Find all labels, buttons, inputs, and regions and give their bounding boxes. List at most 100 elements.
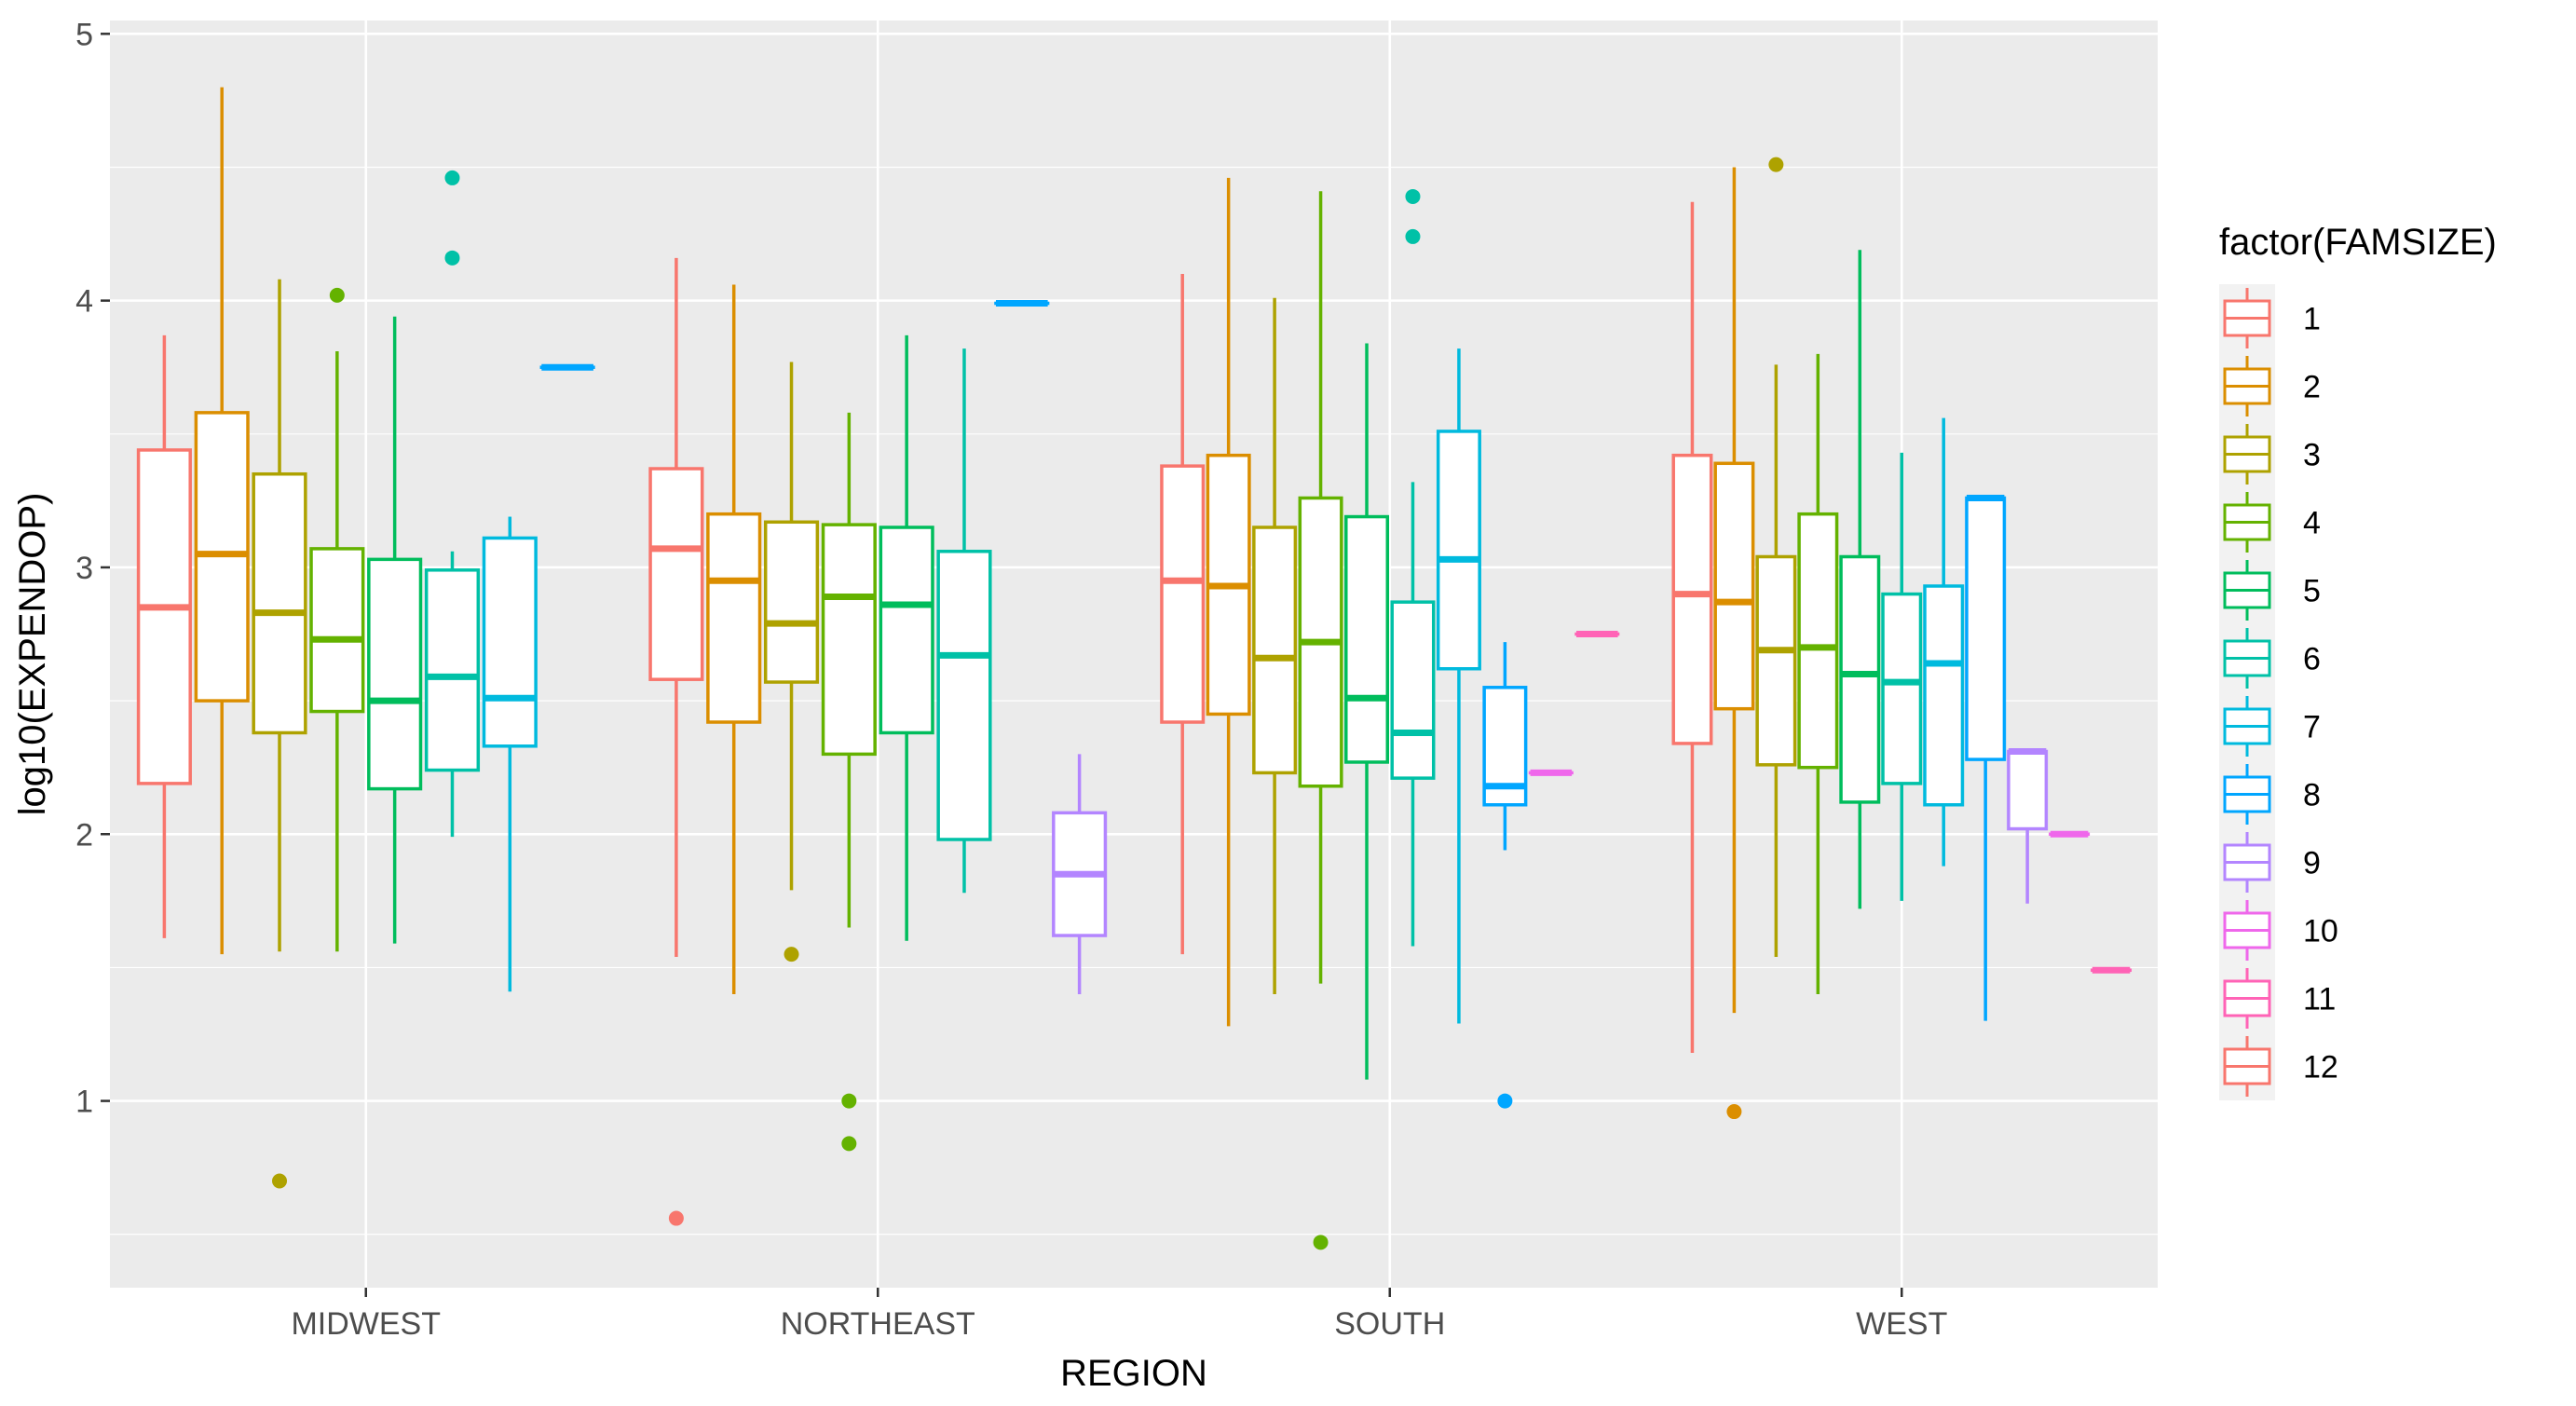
box-northeast-famsize-5 [879, 334, 934, 941]
legend-label: 10 [2303, 914, 2338, 949]
box-body [1755, 554, 1797, 767]
box-body [1252, 526, 1298, 775]
y-tick-label: 2 [75, 817, 93, 853]
legend-item-2: 2 [2219, 352, 2321, 420]
outlier-point [444, 170, 460, 185]
legend-item-3: 3 [2219, 420, 2321, 488]
legend-item-8: 8 [2219, 760, 2321, 828]
outlier-point [1405, 188, 1421, 204]
box-body [1160, 464, 1206, 724]
outlier-point [784, 947, 799, 962]
box-body [763, 520, 820, 684]
legend-label: 11 [2303, 982, 2336, 1017]
box-northeast-famsize-6 [936, 348, 992, 894]
box-body [879, 526, 934, 735]
box-northeast-famsize-4 [821, 412, 877, 1152]
box-body [706, 512, 762, 724]
box-body [1390, 600, 1436, 780]
box-midwest-famsize-4 [309, 287, 365, 952]
box-body [1713, 461, 1755, 711]
outlier-point [272, 1173, 288, 1189]
box-west-famsize-6 [1881, 452, 1923, 901]
box-midwest-famsize-7 [482, 516, 538, 992]
legend-label: 12 [2303, 1050, 2338, 1085]
x-tick-label: SOUTH [1334, 1306, 1445, 1342]
box-south-famsize-7 [1436, 348, 1481, 1024]
legend-label: 9 [2303, 846, 2321, 881]
box-body [309, 547, 365, 714]
outlier-point [1405, 228, 1421, 244]
x-tick-label: MIDWEST [291, 1306, 441, 1342]
box-body [482, 536, 538, 748]
outlier-point [1768, 157, 1784, 172]
outlier-point [668, 1210, 684, 1226]
legend-item-5: 5 [2219, 556, 2321, 624]
box-body [136, 448, 192, 785]
box-body [424, 568, 481, 772]
legend-item-9: 9 [2219, 828, 2321, 896]
legend-item-11: 11 [2219, 964, 2336, 1032]
box-west-famsize-4 [1797, 353, 1839, 995]
legend-item-1: 1 [2219, 284, 2321, 352]
y-tick-label: 1 [75, 1085, 93, 1120]
box-body [1797, 512, 1839, 770]
box-northeast-famsize-3 [763, 362, 820, 962]
x-axis-title: REGION [1060, 1353, 1207, 1394]
box-body [648, 467, 704, 681]
box-west-famsize-5 [1839, 250, 1881, 909]
legend-item-4: 4 [2219, 488, 2321, 556]
outlier-point [1726, 1104, 1742, 1120]
box-west-famsize-3 [1755, 157, 1797, 957]
box-south-famsize-6 [1390, 188, 1436, 947]
legend-item-7: 7 [2219, 692, 2321, 760]
outlier-point [841, 1136, 857, 1152]
axes: 1 2 3 4 5 MIDWEST NORTHEAST SOUTH WEST [75, 17, 1947, 1342]
legend-label: 6 [2303, 642, 2321, 677]
box-northeast-famsize-2 [706, 284, 762, 995]
box-body [367, 557, 423, 791]
box-south-famsize-8 [1482, 642, 1528, 1109]
legend-label: 4 [2303, 506, 2321, 541]
outlier-point [1313, 1235, 1329, 1250]
box-midwest-famsize-3 [252, 279, 307, 1189]
legend-item-12: 12 [2219, 1032, 2338, 1100]
box-body [1965, 496, 2007, 761]
box-west-famsize-2 [1713, 167, 1755, 1120]
box-midwest-famsize-2 [194, 87, 250, 955]
outlier-point [444, 250, 460, 266]
legend-item-10: 10 [2219, 896, 2338, 964]
outlier-point [841, 1093, 857, 1109]
box-northeast-famsize-1 [648, 257, 704, 1226]
box-northeast-famsize-9 [1052, 754, 1108, 995]
legend-label: 7 [2303, 710, 2321, 745]
box-body [1344, 514, 1390, 764]
box-midwest-famsize-5 [367, 316, 423, 944]
box-body [936, 550, 992, 841]
box-south-famsize-2 [1206, 177, 1251, 1027]
y-tick-label: 5 [75, 17, 93, 52]
box-midwest-famsize-6 [424, 170, 481, 838]
boxes [136, 87, 2133, 1250]
box-south-famsize-5 [1344, 343, 1390, 1080]
outlier-point [329, 287, 345, 303]
x-tick-label: WEST [1856, 1306, 1947, 1342]
legend-label: 2 [2303, 370, 2321, 405]
box-body [1671, 453, 1713, 745]
y-tick-label: 3 [75, 551, 93, 586]
outlier-point [1497, 1093, 1513, 1109]
y-tick-label: 4 [75, 284, 93, 320]
legend-label: 8 [2303, 778, 2321, 813]
box-west-famsize-1 [1671, 201, 1713, 1054]
box-south-famsize-1 [1160, 274, 1206, 955]
box-west-famsize-8 [1965, 495, 2007, 1021]
box-south-famsize-3 [1252, 297, 1298, 995]
box-body [1923, 584, 1965, 807]
box-midwest-famsize-1 [136, 334, 192, 938]
box-body [252, 471, 307, 735]
box-body [1839, 554, 1881, 804]
legend-title: factor(FAMSIZE) [2219, 222, 2497, 263]
box-west-famsize-9 [2007, 748, 2049, 904]
box-body [1881, 592, 1923, 785]
x-tick-label: NORTHEAST [781, 1306, 975, 1342]
